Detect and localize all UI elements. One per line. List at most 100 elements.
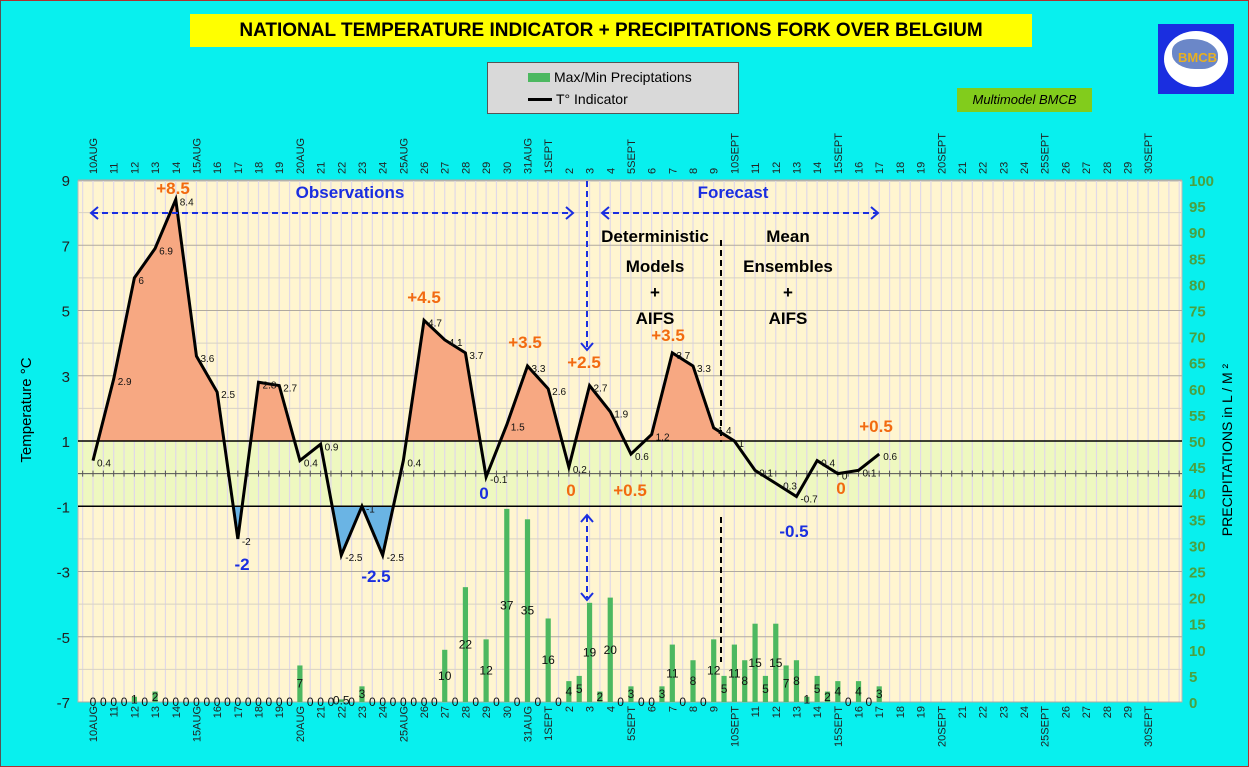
x-tick-label-top: 6 [647, 168, 659, 174]
arrowhead-icon [580, 513, 594, 523]
precip-bar [524, 519, 531, 702]
x-tick-label-top: 22 [336, 162, 348, 174]
precip-bar-label: 2 [152, 690, 159, 704]
precip-bar-label: 0 [214, 695, 221, 709]
precip-bar-label: 16 [542, 653, 556, 667]
x-tick-label-bottom: 11 [109, 706, 121, 717]
precip-bar [804, 696, 810, 702]
y2-tick-label: 15 [1189, 617, 1206, 634]
precip-bar-label: 7 [783, 677, 790, 691]
precip-bar-label: 0 [224, 695, 231, 709]
precip-bar-label: 0 [679, 695, 686, 709]
x-tick-label-bottom: 19 [916, 706, 928, 718]
x-tick-label-top: 11 [109, 163, 121, 174]
anomaly-annotation: 0 [566, 481, 575, 500]
x-tick-label-bottom: 18 [254, 706, 266, 718]
precip-bar [297, 665, 303, 702]
precip-bar-label: 0 [534, 695, 541, 709]
anomaly-annotation: 0 [479, 484, 488, 503]
x-tick-label-bottom: 31AUG [522, 706, 534, 742]
precip-bar-label: 0 [431, 695, 438, 709]
precip-bar-label: 2 [824, 690, 831, 704]
precip-bar [876, 686, 882, 702]
x-tick-label-top: 30SEPT [1143, 133, 1155, 174]
x-tick-label-top: 16 [212, 162, 224, 174]
temperature-data-label: 1.2 [656, 432, 670, 443]
temperature-data-label: 2.5 [221, 390, 235, 401]
y2-tick-label: 45 [1189, 460, 1206, 477]
temperature-data-label: -0.7 [800, 494, 818, 505]
y2-tick-label: 95 [1189, 199, 1206, 216]
precip-bar-label: 19 [583, 645, 597, 659]
precip-bar-label: 0 [845, 695, 852, 709]
x-tick-label-bottom: 17 [233, 706, 245, 718]
temperature-data-label: 0.6 [635, 452, 649, 463]
precip-bar [762, 675, 769, 702]
temperature-data-label: 0.1 [759, 468, 773, 479]
y2-tick-label: 90 [1189, 225, 1206, 242]
precip-bar [566, 681, 572, 702]
x-tick-label-bottom: 16 [854, 706, 866, 718]
x-tick-label-top: 20SEPT [936, 133, 948, 174]
y-tick-label: 3 [62, 369, 70, 386]
x-tick-label-bottom: 23 [357, 706, 369, 718]
x-tick-label-bottom: 12 [771, 706, 783, 718]
y2-tick-label: 60 [1189, 382, 1206, 399]
legend-item-temp: T° Indicator [528, 91, 628, 107]
arrowhead-icon [89, 206, 99, 220]
precip-bar-label: 0 [276, 695, 283, 709]
deterministic-models-label: Models [626, 257, 685, 276]
precip-bar-label: 37 [500, 598, 514, 612]
temperature-data-label: 0.6 [883, 452, 897, 463]
precip-bar-label: 0 [514, 695, 521, 709]
chart-title: NATIONAL TEMPERATURE INDICATOR + PRECIPI… [190, 14, 1032, 47]
y-axis-label: Temperature °C [18, 357, 35, 462]
temperature-data-label: 0.2 [573, 465, 587, 476]
x-tick-label-bottom: 1SEPT [543, 706, 555, 741]
temperature-data-label: 0 [842, 472, 848, 483]
x-tick-label-top: 29 [481, 162, 493, 174]
anomaly-annotation: 0 [836, 479, 845, 498]
x-tick-label-top: 23 [998, 162, 1010, 174]
precip-bar-label: 5 [576, 682, 583, 696]
x-tick-label-top: 16 [854, 162, 866, 174]
x-tick-label-top: 11 [750, 163, 762, 174]
precip-bar-label: 0 [266, 695, 273, 709]
temperature-data-label: -2.5 [345, 553, 363, 564]
precip-bar-label: 15 [748, 656, 762, 670]
mean-ensembles-label: Mean [766, 227, 809, 246]
logo-text: BMCB [1178, 50, 1217, 65]
deterministic-models-label: + [650, 283, 660, 302]
precip-bar [628, 686, 634, 702]
x-tick-label-bottom: 28 [1102, 706, 1114, 718]
arrowhead-icon [580, 342, 594, 352]
temperature-data-label: 0.1 [863, 468, 877, 479]
precip-bar [442, 649, 448, 702]
x-tick-label-top: 26 [419, 162, 431, 174]
temperature-data-label: 2.9 [118, 377, 132, 388]
x-tick-label-top: 3 [585, 168, 597, 174]
precip-bar-label: 12 [479, 664, 493, 678]
precip-bar-label: 3 [359, 687, 366, 701]
x-tick-label-top: 31AUG [522, 138, 534, 174]
legend-swatch-line [528, 97, 552, 101]
x-tick-label-top: 21 [957, 162, 969, 174]
y-tick-label: 1 [62, 434, 70, 451]
precip-bar [711, 639, 717, 702]
precip-bar [152, 691, 158, 702]
temperature-data-label: 2.8 [263, 380, 277, 391]
x-tick-label-top: 28 [1102, 162, 1114, 174]
precip-bar-label: 11 [666, 666, 679, 680]
x-tick-label-top: 2 [564, 168, 576, 174]
x-tick-label-top: 21 [316, 162, 328, 174]
precip-bar-label: 0 [90, 695, 97, 709]
anomaly-annotation: +3.5 [651, 326, 685, 345]
y-tick-label: -5 [57, 630, 70, 647]
x-tick-label-top: 26 [1060, 162, 1072, 174]
x-tick-label-top: 17 [233, 162, 245, 174]
anomaly-annotation: +2.5 [567, 353, 601, 372]
x-tick-label-bottom: 26 [1060, 706, 1072, 718]
x-tick-label-bottom: 26 [419, 706, 431, 718]
y2-tick-label: 10 [1189, 643, 1206, 660]
